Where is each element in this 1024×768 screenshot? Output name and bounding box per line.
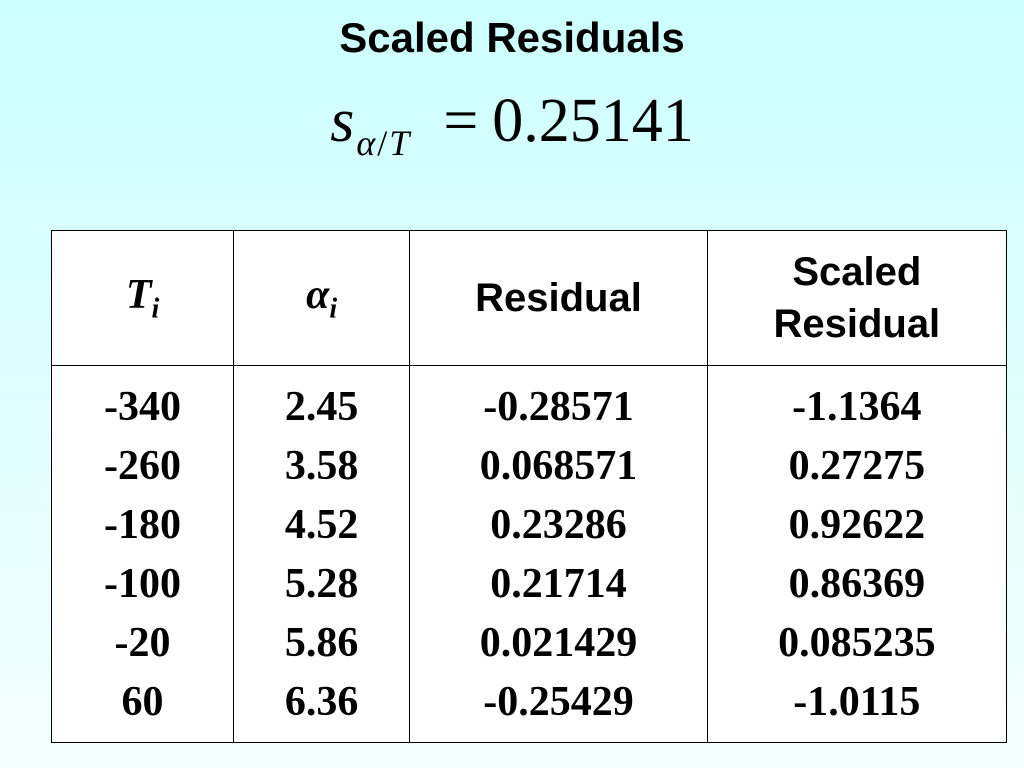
header-scaled-residual: Scaled Residual	[706, 230, 1008, 366]
formula-equals: =	[443, 87, 479, 155]
formula-subscript: α/T	[356, 123, 409, 163]
formula-symbol: s	[330, 87, 355, 155]
scaled-residual-value: 0.92622	[788, 502, 926, 548]
slide-title: Scaled Residuals	[339, 14, 685, 61]
column-scaled-residual-values: -1.1364 0.27275 0.92622 0.86369 0.085235…	[706, 365, 1008, 743]
residual-value: -0.28571	[483, 384, 634, 430]
residual-value: 0.021429	[479, 620, 638, 666]
header-t-symbol: T	[125, 272, 152, 319]
scaled-residual-value: 0.27275	[788, 443, 926, 489]
formula-subscript-t: T	[389, 123, 410, 163]
alpha-value: 6.36	[284, 679, 359, 725]
alpha-value: 5.86	[284, 620, 359, 666]
t-value: -100	[104, 561, 182, 607]
scaled-residual-value: 0.86369	[788, 561, 926, 607]
alpha-value: 3.58	[284, 443, 359, 489]
formula-value: 0.25141	[492, 87, 694, 155]
t-value: 60	[121, 679, 164, 725]
formula-subscript-slash: /	[377, 123, 388, 163]
formula-subscript-alpha: α	[356, 123, 376, 163]
t-value: -260	[104, 443, 182, 489]
header-alpha: αi	[233, 230, 411, 366]
header-scaled-line1: Scaled	[792, 250, 922, 294]
alpha-value: 5.28	[284, 561, 359, 607]
header-residual: Residual	[409, 230, 708, 366]
alpha-value: 2.45	[284, 384, 359, 430]
header-t: Ti	[50, 230, 235, 366]
t-value: -340	[104, 384, 182, 430]
residual-value: 0.23286	[490, 502, 627, 548]
residual-value: 0.21714	[490, 561, 627, 607]
table-header-row: Ti αi Residual Scaled Residual	[50, 230, 1008, 366]
residuals-table: Ti αi Residual Scaled Residual -340 -260 …	[50, 230, 1008, 743]
header-scaled-line2: Residual	[773, 302, 941, 346]
t-value: -20	[114, 620, 171, 666]
std-dev-formula: sα/T = 0.25141	[0, 86, 1024, 163]
header-t-sub: i	[151, 293, 160, 325]
column-residual-values: -0.28571 0.068571 0.23286 0.21714 0.0214…	[409, 365, 708, 743]
table-data-row: -340 -260 -180 -100 -20 60 2.45 3.58 4.5…	[50, 365, 1008, 743]
header-alpha-symbol: α	[306, 272, 330, 319]
column-alpha-values: 2.45 3.58 4.52 5.28 5.86 6.36	[233, 365, 411, 743]
scaled-residual-value: -1.0115	[793, 679, 921, 725]
scaled-residual-value: -1.1364	[792, 384, 922, 430]
t-value: -180	[104, 502, 182, 548]
alpha-value: 4.52	[284, 502, 359, 548]
header-alpha-sub: i	[329, 293, 338, 325]
column-t-values: -340 -260 -180 -100 -20 60	[50, 365, 235, 743]
residual-value: 0.068571	[479, 443, 638, 489]
scaled-residual-value: 0.085235	[778, 620, 936, 666]
residual-value: -0.25429	[483, 679, 634, 725]
